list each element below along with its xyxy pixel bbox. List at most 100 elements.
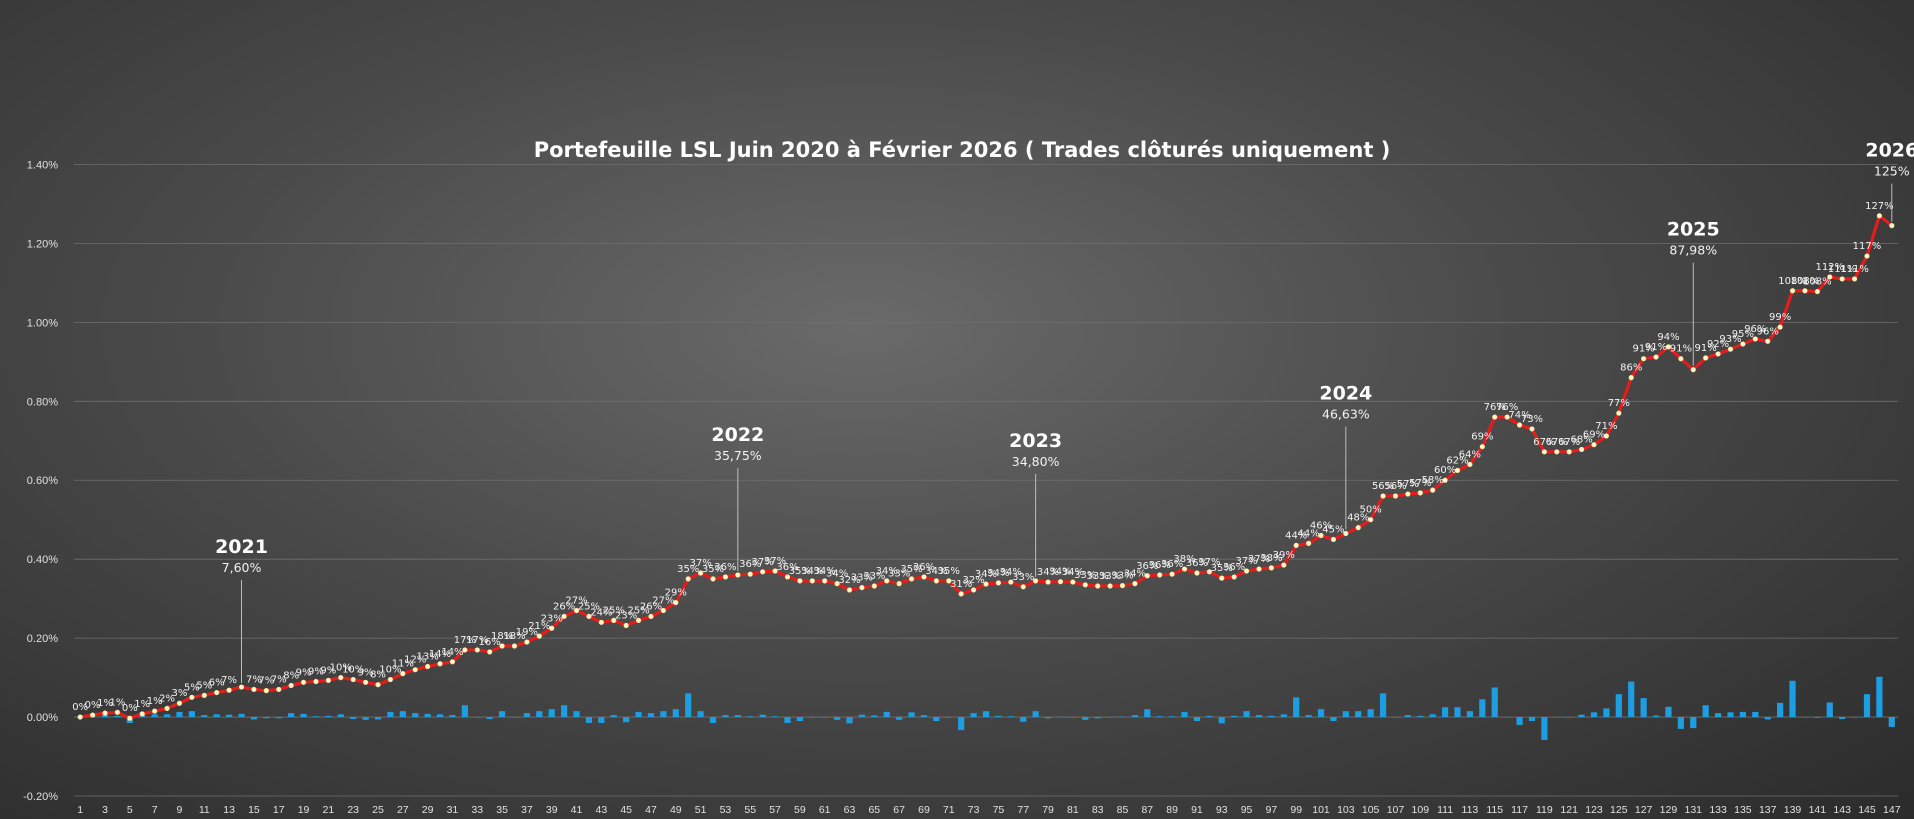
data-label: 38% <box>1260 553 1282 564</box>
bar <box>846 717 853 724</box>
line-point <box>1268 565 1274 571</box>
bar <box>1801 717 1809 718</box>
bar <box>883 711 890 718</box>
data-label: 36% <box>1161 559 1183 570</box>
data-label: 62% <box>1446 455 1468 466</box>
line-point <box>846 587 853 593</box>
line-point <box>933 578 939 584</box>
bar <box>697 711 704 718</box>
x-tick-label: 7 <box>152 804 158 816</box>
line-point <box>1554 449 1560 455</box>
line-point <box>214 689 220 696</box>
data-label: 91% <box>1695 343 1717 354</box>
bar <box>1578 714 1585 718</box>
data-label: 69% <box>1583 430 1605 441</box>
line-point <box>189 694 195 700</box>
data-label: 33% <box>851 573 873 584</box>
x-tick-label: 63 <box>844 804 856 816</box>
data-label: 34% <box>925 566 947 577</box>
line-point <box>648 613 654 620</box>
data-label: 9% <box>296 667 312 678</box>
bar <box>1615 694 1622 718</box>
x-tick-label: 99 <box>1290 804 1302 816</box>
line-point <box>325 677 331 683</box>
bar <box>1069 717 1076 718</box>
line-point <box>1281 562 1287 568</box>
data-label: 16% <box>479 637 501 648</box>
annotation-value: 125% <box>1874 164 1910 179</box>
data-label: 23% <box>615 610 637 621</box>
line-point <box>176 700 183 706</box>
x-tick-label: 31 <box>447 804 459 816</box>
data-label: 23% <box>541 613 563 624</box>
line-point <box>1889 223 1895 229</box>
bar <box>647 713 655 718</box>
x-tick-label: 87 <box>1141 804 1153 816</box>
x-tick-label: 61 <box>819 804 831 816</box>
y-tick-label: 1.20% <box>27 238 58 250</box>
line-point <box>970 587 977 593</box>
bar <box>1479 699 1486 718</box>
bar <box>933 717 940 722</box>
bar <box>920 715 928 718</box>
bar <box>312 716 320 718</box>
line-point <box>1727 346 1734 352</box>
bar <box>412 713 419 718</box>
x-tick-label: 45 <box>620 804 632 816</box>
data-label: 36% <box>913 562 935 573</box>
line-point <box>1045 579 1051 585</box>
bar <box>1417 715 1424 718</box>
line-point <box>1665 344 1672 350</box>
data-label: 37% <box>689 558 711 569</box>
bar <box>1528 717 1536 722</box>
data-label: 1% <box>147 696 163 707</box>
line-point <box>90 712 96 718</box>
x-tick-label: 135 <box>1734 804 1752 816</box>
bar <box>1839 717 1846 720</box>
line-point <box>1293 542 1299 548</box>
data-label: 27% <box>565 595 587 606</box>
line-point <box>400 671 406 677</box>
data-label: 18% <box>491 631 513 642</box>
line-point <box>1827 274 1833 280</box>
bar <box>561 705 568 718</box>
line-point <box>859 584 865 591</box>
x-tick-label: 25 <box>372 804 384 816</box>
bar <box>114 715 121 718</box>
data-label: 34% <box>814 566 836 577</box>
line-point <box>127 715 133 721</box>
x-tick-label: 79 <box>1042 804 1054 816</box>
line-point <box>114 709 121 715</box>
line-point <box>276 686 282 693</box>
line-point <box>1516 422 1523 428</box>
line-point <box>338 674 344 681</box>
data-label: 86% <box>1620 363 1642 374</box>
bar <box>1429 714 1436 718</box>
line-point <box>586 613 592 620</box>
x-tick-label: 125 <box>1610 804 1628 816</box>
line-point <box>1194 570 1200 576</box>
line-point <box>1864 253 1870 259</box>
line-point <box>1405 491 1411 497</box>
line-point <box>573 607 580 614</box>
data-label: 58% <box>1422 475 1444 486</box>
annotation-value: 46,63% <box>1322 407 1370 422</box>
data-label: 57% <box>1409 478 1431 489</box>
bar <box>151 714 158 718</box>
data-label: 7% <box>271 674 287 685</box>
y-tick-label: 1.00% <box>27 317 58 329</box>
bar <box>399 711 406 718</box>
line-point <box>1330 536 1337 543</box>
line-point <box>1169 571 1175 577</box>
bar <box>1144 709 1151 718</box>
x-tick-label: 119 <box>1536 804 1553 816</box>
line-point <box>1392 493 1399 499</box>
bar <box>709 717 717 723</box>
annotation-value: 35,75% <box>714 448 762 463</box>
bar <box>1131 715 1138 718</box>
data-label: 36% <box>1186 558 1208 569</box>
x-tick-label: 127 <box>1635 804 1653 816</box>
x-tick-label: 49 <box>670 804 682 816</box>
bar <box>263 717 270 719</box>
line-point <box>884 578 890 584</box>
